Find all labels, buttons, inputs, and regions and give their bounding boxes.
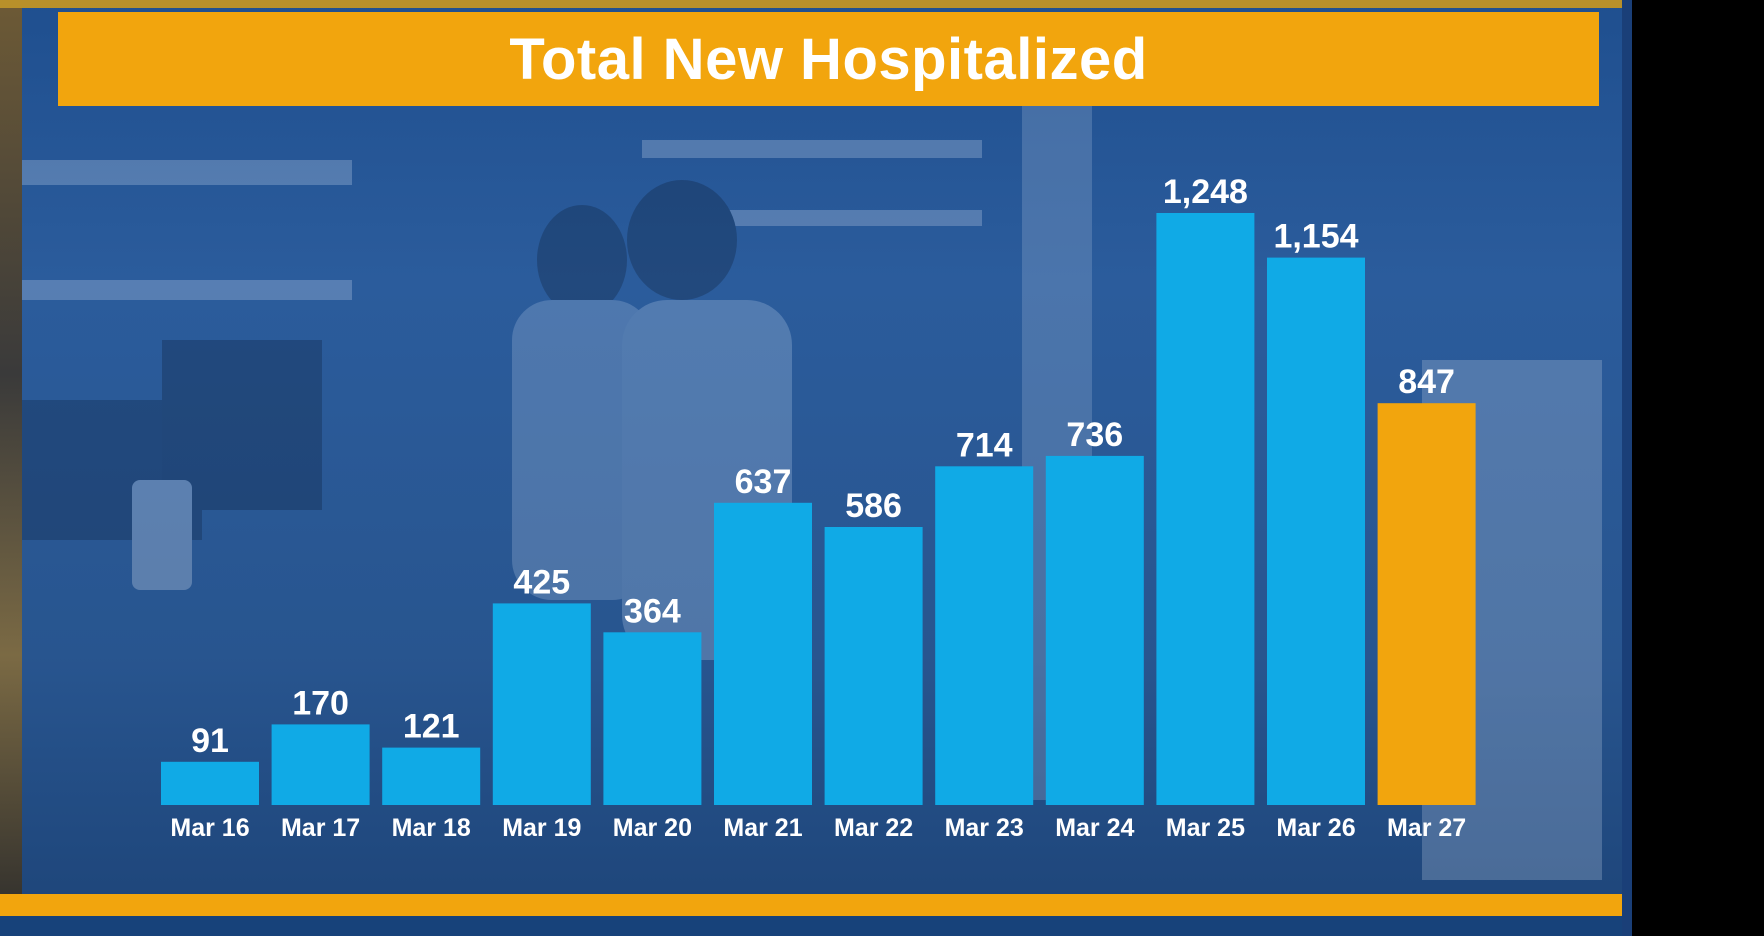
- bar-mar-21: [714, 502, 812, 805]
- bar-mar-16: [161, 761, 259, 805]
- x-tick-label: Mar 17: [281, 814, 360, 842]
- value-label: 1,248: [1163, 173, 1248, 211]
- x-tick-label: Mar 26: [1276, 814, 1355, 842]
- bar-mar-22: [824, 527, 923, 805]
- bar-mar-17: [271, 724, 370, 805]
- x-tick-label: Mar 19: [502, 814, 581, 842]
- value-label: 121: [403, 708, 460, 746]
- value-label: 170: [292, 684, 349, 722]
- x-tick-label: Mar 21: [723, 814, 802, 842]
- bar-mar-27: [1377, 403, 1476, 805]
- x-tick-label: Mar 25: [1166, 814, 1245, 842]
- bar-mar-24: [1045, 455, 1144, 805]
- x-tick-label: Mar 20: [613, 814, 692, 842]
- title-bar: Total New Hospitalized: [58, 12, 1599, 106]
- presenter-video-edge: [0, 0, 22, 936]
- bars-group: [161, 213, 1476, 806]
- bar-mar-23: [935, 466, 1034, 805]
- x-tick-label: Mar 16: [170, 814, 249, 842]
- bar-mar-26: [1267, 257, 1365, 806]
- value-label: 847: [1398, 363, 1455, 401]
- top-accent-line: [0, 0, 1632, 8]
- value-label: 736: [1066, 416, 1123, 454]
- value-label: 425: [513, 563, 570, 601]
- bar-mar-19: [492, 603, 591, 805]
- value-label: 364: [624, 592, 681, 630]
- chart-title: Total New Hospitalized: [509, 26, 1148, 92]
- x-tick-label: Mar 18: [392, 814, 471, 842]
- value-label: 586: [845, 487, 902, 525]
- x-tick-label: Mar 23: [945, 814, 1024, 842]
- x-tick-label: Mar 27: [1387, 814, 1466, 842]
- x-axis-labels: Mar 16 Mar 17 Mar 18 Mar 19 Mar 20 Mar 21 Mar …: [170, 814, 1466, 842]
- bottom-band: [0, 916, 1632, 936]
- value-label: 714: [956, 426, 1013, 464]
- value-label: 637: [735, 463, 792, 501]
- bottom-accent-bar: [0, 894, 1632, 916]
- bar-mar-20: [603, 632, 702, 805]
- bar-mar-18: [382, 747, 481, 805]
- value-label: 1,154: [1273, 218, 1358, 256]
- right-edge-band: [1622, 0, 1632, 936]
- x-tick-label: Mar 24: [1055, 814, 1134, 842]
- value-label: 91: [191, 722, 229, 760]
- value-labels-group: 91 170 121 425 364 637 586 714 736 1,248 1,154 847: [191, 173, 1455, 760]
- bar-mar-25: [1156, 213, 1255, 805]
- x-tick-label: Mar 22: [834, 814, 913, 842]
